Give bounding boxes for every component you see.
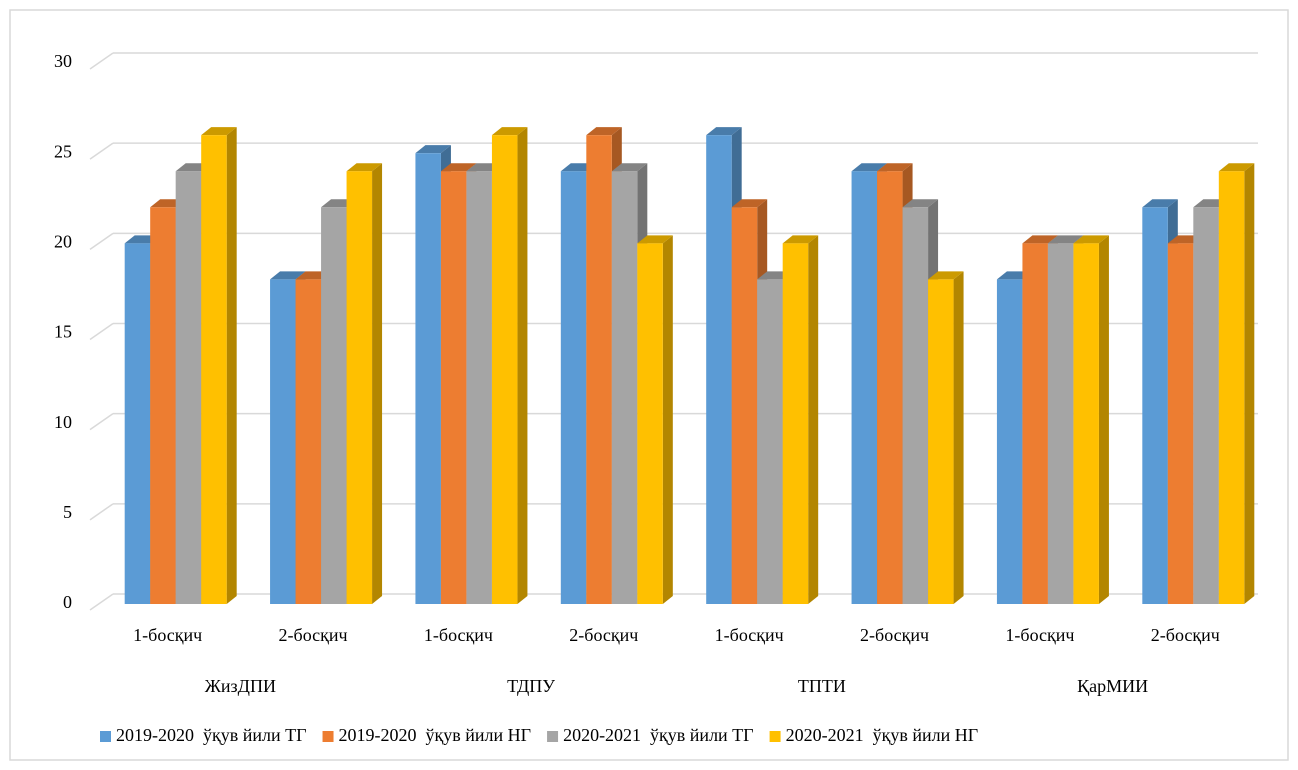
bar-top <box>1073 235 1109 244</box>
bar <box>1142 207 1168 604</box>
x-tick-label: 1-босқич <box>133 625 202 645</box>
bar <box>757 279 783 604</box>
bar <box>346 171 373 604</box>
grid-line-depth <box>89 593 114 611</box>
legend-label: 2019-2020 ўқув йили ТГ <box>116 725 307 745</box>
bar-side <box>953 271 964 604</box>
bar-top <box>611 163 648 172</box>
bar <box>637 243 663 605</box>
grid-line-depth <box>89 52 114 70</box>
bar <box>560 171 587 604</box>
bar <box>586 135 612 604</box>
grid-line-depth <box>89 413 114 431</box>
bar-side <box>1098 235 1109 605</box>
bar <box>1022 243 1048 605</box>
bar <box>928 279 954 604</box>
y-tick-label: 5 <box>63 502 72 522</box>
legend-label: 2020-2021 ўқув йили НГ <box>786 725 979 745</box>
x-tick-label: 1-босқич <box>715 625 784 645</box>
bar-top <box>346 163 383 172</box>
bar <box>124 243 151 605</box>
x-tick-label: 1-босқич <box>1005 625 1074 645</box>
y-tick-label: 0 <box>63 592 72 612</box>
x-tick-label: 2-босқич <box>860 625 929 645</box>
group-label: ҚарМИИ <box>1077 676 1148 696</box>
bar <box>270 279 296 604</box>
bar <box>851 171 878 604</box>
legend-swatch <box>769 731 781 742</box>
legend-swatch <box>547 731 559 742</box>
bar <box>782 243 809 605</box>
legend-label: 2020-2021 ўқув йили ТГ <box>563 725 754 745</box>
bar-top <box>731 199 768 208</box>
y-tick-label: 25 <box>54 141 72 161</box>
y-tick-label: 30 <box>54 51 72 71</box>
bar-top <box>270 271 306 280</box>
x-tick-label: 2-босқич <box>1151 625 1220 645</box>
bar-top <box>706 127 742 136</box>
bar <box>201 135 227 604</box>
bar-side <box>808 235 819 605</box>
bar <box>150 207 176 604</box>
bar-side <box>1244 163 1255 604</box>
bar <box>321 207 347 604</box>
bar <box>731 207 758 604</box>
grid-line-depth <box>89 142 114 160</box>
bar <box>611 171 638 604</box>
bar <box>491 135 518 604</box>
bar <box>1193 207 1219 604</box>
bar-top <box>415 145 451 154</box>
group-label: ТПТИ <box>798 676 846 696</box>
bar <box>1047 243 1074 605</box>
x-tick-label: 2-босқич <box>569 625 638 645</box>
bar-top <box>851 163 888 172</box>
bar-top <box>902 199 939 208</box>
bar <box>706 135 732 604</box>
x-tick-label: 1-босқич <box>424 625 493 645</box>
bar <box>1167 243 1194 605</box>
bar-top <box>928 271 964 280</box>
bar-side <box>517 127 528 604</box>
y-tick-label: 15 <box>54 322 72 342</box>
bar-top <box>782 235 819 244</box>
group-label: ЖизДПИ <box>205 676 276 696</box>
bar-top <box>440 163 477 172</box>
bar-top <box>1047 235 1084 244</box>
bar <box>1218 171 1245 604</box>
bar-top <box>201 127 237 136</box>
bar <box>466 171 492 604</box>
legend-swatch <box>100 731 111 742</box>
bar <box>877 171 903 604</box>
legend-swatch <box>322 731 334 742</box>
bar <box>996 279 1023 604</box>
bar-side <box>372 163 383 604</box>
bar <box>295 279 322 604</box>
x-tick-label: 2-босқич <box>279 625 348 645</box>
bar-top <box>586 127 622 136</box>
bar <box>440 171 467 604</box>
y-tick-label: 10 <box>54 412 72 432</box>
group-label: ТДПУ <box>507 676 555 696</box>
bar <box>902 207 929 604</box>
bar-top <box>877 163 913 172</box>
legend-label: 2019-2020 ўқув йили НГ <box>339 725 532 745</box>
bar <box>1073 243 1099 605</box>
grid-line-depth <box>89 322 114 341</box>
bar <box>415 153 441 604</box>
grid-line-depth <box>89 503 114 521</box>
bar-side <box>226 127 237 604</box>
bar-top <box>1218 163 1255 172</box>
bar-top <box>491 127 528 136</box>
y-tick-label: 20 <box>54 231 72 251</box>
bar-side <box>662 235 673 605</box>
bar-top <box>1022 235 1058 244</box>
bar-top <box>1142 199 1178 208</box>
bar-top <box>637 235 673 244</box>
bar <box>175 171 202 604</box>
grid-line-depth <box>89 232 114 250</box>
